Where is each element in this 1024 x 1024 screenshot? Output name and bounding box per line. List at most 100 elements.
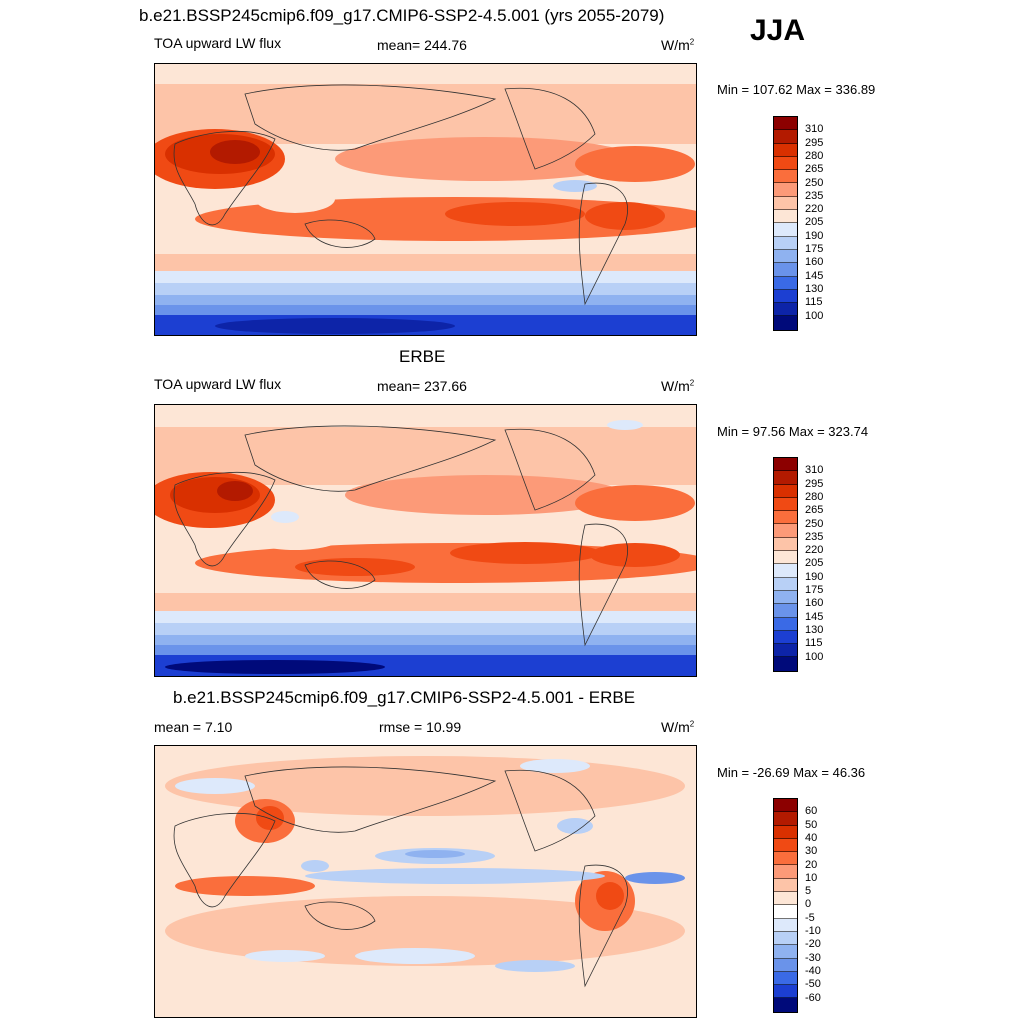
colorbar-tick-label: 50 <box>805 818 818 831</box>
colorbar-tick-label: 130 <box>805 623 824 636</box>
panel3-colorbar <box>773 798 798 1013</box>
colorbar-swatch <box>774 511 797 525</box>
panel2-map <box>154 404 697 677</box>
colorbar-swatch <box>774 577 797 591</box>
panel2-minmax: Min = 97.56 Max = 323.74 <box>717 424 869 439</box>
colorbar-tick-label: 190 <box>805 570 824 583</box>
colorbar-tick-label: 175 <box>805 584 824 596</box>
colorbar-swatch <box>774 918 797 932</box>
colorbar-swatch <box>774 263 797 277</box>
colorbar-swatch <box>774 156 797 171</box>
colorbar-tick-label: 5 <box>805 885 812 898</box>
colorbar-swatch <box>774 551 797 565</box>
colorbar-swatch <box>774 590 797 605</box>
colorbar-tick-label: -20 <box>805 938 821 951</box>
colorbar-swatch <box>774 630 797 645</box>
colorbar-tick-label: -5 <box>805 911 815 924</box>
colorbar-swatch <box>774 143 797 157</box>
colorbar-tick-label: 310 <box>805 123 824 136</box>
colorbar-swatch <box>774 865 797 879</box>
colorbar-swatch <box>774 471 797 485</box>
colorbar-tick-label: 265 <box>805 163 824 176</box>
colorbar-swatch <box>774 458 797 472</box>
colorbar-swatch <box>774 170 797 184</box>
colorbar-tick-label: 295 <box>805 477 824 490</box>
colorbar-tick-label: 100 <box>805 650 824 663</box>
colorbar-swatch <box>774 117 797 131</box>
colorbar-swatch <box>774 852 797 866</box>
colorbar-tick-label: 145 <box>805 269 824 282</box>
figure-title: b.e21.BSSP245cmip6.f09_g17.CMIP6-SSP2-4.… <box>139 6 665 25</box>
colorbar-swatch <box>774 812 797 826</box>
colorbar-swatch <box>774 276 797 290</box>
colorbar-tick-label: 160 <box>805 597 824 610</box>
colorbar-swatch <box>774 838 797 853</box>
colorbar-swatch <box>774 657 797 671</box>
panel2-colorbar <box>773 457 798 672</box>
colorbar-tick-label: -60 <box>805 991 821 1004</box>
panel2-variable-label: TOA upward LW flux <box>154 376 282 392</box>
arabia-hot <box>210 140 260 164</box>
panel2-units: W/m2 <box>661 378 695 394</box>
colorbar-tick-label: 295 <box>805 136 824 149</box>
colorbar-tick-label: 60 <box>805 805 818 818</box>
colorbar-swatch <box>774 825 797 839</box>
panel2-mean-label: mean= 237.66 <box>377 378 467 394</box>
colorbar-swatch <box>774 537 797 552</box>
panel1-colorbar <box>773 116 798 331</box>
panel1-map <box>154 63 697 336</box>
season-label: JJA <box>750 14 806 47</box>
antarctic-core <box>215 318 455 334</box>
colorbar-tick-label: 265 <box>805 504 824 517</box>
colorbar-tick-label: 250 <box>805 517 824 530</box>
colorbar-swatch <box>774 236 797 250</box>
so-band-3 <box>155 295 696 305</box>
colorbar-swatch <box>774 945 797 959</box>
colorbar-tick-label: 145 <box>805 610 824 623</box>
colorbar-tick-label: 280 <box>805 490 824 503</box>
colorbar-tick-label: 205 <box>805 557 824 570</box>
panel3-mean-label: mean = 7.10 <box>154 719 233 735</box>
so-band-1 <box>155 271 696 283</box>
colorbar-tick-label: -50 <box>805 978 821 991</box>
sh-atlantic-core <box>585 202 665 230</box>
colorbar-tick-label: 0 <box>805 898 812 911</box>
colorbar-tick-label: 115 <box>805 296 823 309</box>
panel1-mean-label: mean= 244.76 <box>377 37 467 53</box>
colorbar-tick-label: 175 <box>805 243 824 255</box>
colorbar-swatch <box>774 971 797 986</box>
colorbar-swatch <box>774 524 797 538</box>
colorbar-swatch <box>774 644 797 658</box>
panel1-units: W/m2 <box>661 37 695 53</box>
panel3-minmax: Min = -26.69 Max = 46.36 <box>717 765 866 780</box>
sh-pacific-core <box>445 202 585 226</box>
colorbar-swatch <box>774 289 797 304</box>
panel3-units: W/m2 <box>661 719 695 735</box>
colorbar-swatch <box>774 210 797 224</box>
colorbar-tick-label: 205 <box>805 216 824 229</box>
itcz-cold <box>553 180 597 192</box>
panel1-minmax: Min = 107.62 Max = 336.89 <box>717 82 876 97</box>
colorbar-tick-label: 220 <box>805 203 824 216</box>
colorbar-swatch <box>774 985 797 999</box>
colorbar-tick-label: 310 <box>805 464 824 477</box>
panel3-map <box>154 745 697 1018</box>
colorbar-tick-label: 250 <box>805 176 824 189</box>
colorbar-tick-label: -40 <box>805 964 821 977</box>
colorbar-tick-label: 20 <box>805 858 818 871</box>
panel3-rmse-label: rmse = 10.99 <box>379 719 462 735</box>
colorbar-swatch <box>774 484 797 498</box>
maritime-convection <box>255 185 335 213</box>
nh-pacific-warm <box>335 137 635 181</box>
colorbar-tick-label: 280 <box>805 149 824 162</box>
colorbar-tick-label: 235 <box>805 530 824 543</box>
colorbar-swatch <box>774 130 797 144</box>
coastlines <box>173 84 628 306</box>
colorbar-swatch <box>774 799 797 813</box>
colorbar-tick-label: 160 <box>805 256 824 269</box>
colorbar-swatch <box>774 303 797 317</box>
colorbar-swatch <box>774 958 797 972</box>
colorbar-tick-label: 235 <box>805 189 824 202</box>
colorbar-swatch <box>774 931 797 946</box>
colorbar-swatch <box>774 905 797 919</box>
